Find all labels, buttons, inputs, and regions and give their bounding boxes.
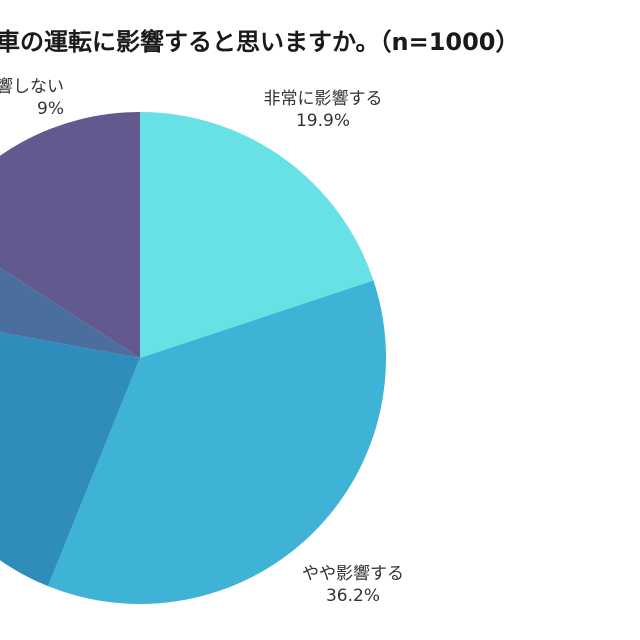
pie-slice-4 (0, 112, 140, 358)
slice-label-percent: 19.9% (295, 111, 350, 131)
chart-title: 車の運転に影響すると思いますか。（n=1000） (0, 28, 520, 56)
slice-label-name: 響しない (0, 77, 64, 97)
slice-label-very-much: 非常に影響する 19.9% (248, 88, 398, 132)
slice-label-percent: 9% (37, 99, 64, 119)
pie-slice-1 (48, 280, 386, 604)
pie-slice-3 (0, 267, 140, 358)
pie-slice-0 (140, 112, 374, 358)
slice-label-not-at-all: 響しない 9% (0, 76, 64, 120)
pie-slices (0, 112, 386, 604)
pie-slice-2 (0, 332, 140, 587)
slice-label-percent: 36.2% (325, 586, 380, 606)
slice-label-somewhat: やや影響する 36.2% (283, 563, 423, 607)
slice-label-name: 非常に影響する (263, 89, 383, 109)
slice-label-name: やや影響する (302, 564, 404, 584)
